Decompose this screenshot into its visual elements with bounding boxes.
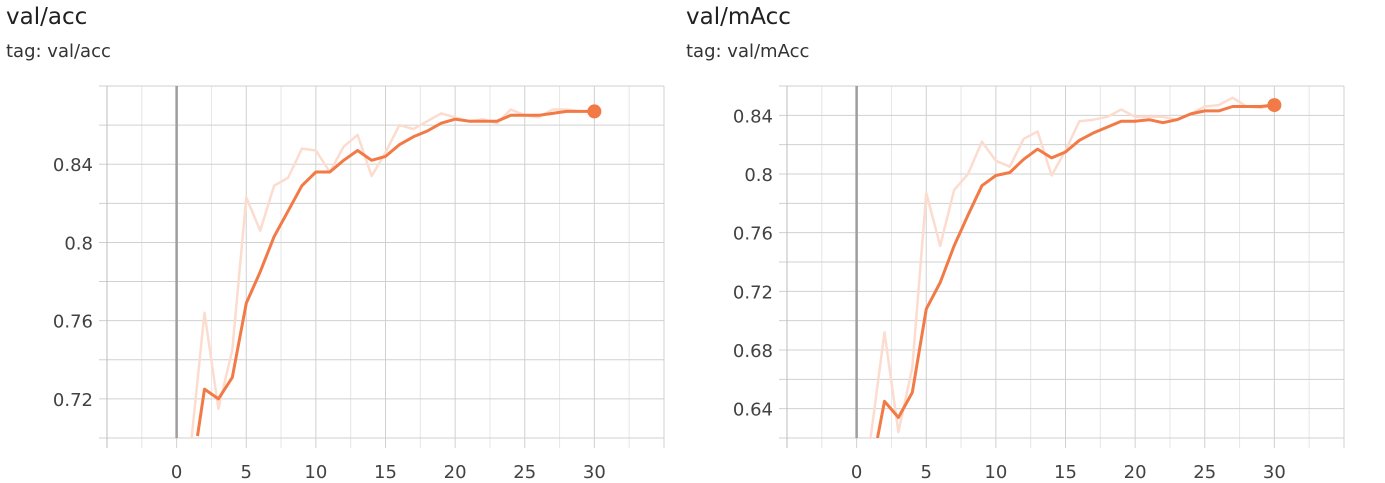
val-macc-plot: 0.64 0.68 0.72 0.76 0.8 0.84 0 5 10 15 20 25 30	[733, 85, 1345, 483]
chart-tag-label: tag: val/acc	[6, 41, 111, 62]
x-tick-label: 25	[513, 462, 536, 483]
x-tick-label: 5	[921, 462, 932, 483]
x-tick-label: 5	[241, 462, 252, 483]
y-tick-label: 0.72	[733, 282, 773, 303]
x-tick-label: 15	[1054, 462, 1077, 483]
x-tick-label: 0	[171, 462, 182, 483]
x-tick-label: 30	[583, 462, 606, 483]
y-tick-label: 0.68	[733, 341, 773, 362]
x-tick-label: 25	[1193, 462, 1216, 483]
chart-tag-label: tag: val/mAcc	[686, 41, 810, 62]
y-tick-label: 0.72	[53, 390, 93, 411]
y-tick-label: 0.76	[733, 224, 773, 245]
raw-series-line	[869, 96, 1275, 438]
x-tick-label: 15	[374, 462, 397, 483]
y-tick-label: 0.84	[733, 106, 773, 127]
y-tick-label: 0.84	[53, 155, 93, 176]
y-tick-label: 0.76	[53, 312, 93, 333]
last-point-marker[interactable]	[587, 104, 602, 119]
x-tick-label: 0	[851, 462, 862, 483]
chart-card-val-acc: val/acc tag: val/acc 0.72 0.76 0.8 0.84 0 5 10…	[0, 0, 680, 483]
x-tick-label: 10	[984, 462, 1007, 483]
smoothed-series-line	[876, 103, 1275, 438]
y-tick-label: 0.8	[744, 165, 773, 186]
y-tick-label: 0.64	[733, 400, 773, 421]
smoothed-series-line	[196, 109, 595, 437]
chart-card-val-macc: val/mAcc tag: val/mAcc 0.64 0.68 0.72 0.76 0…	[680, 0, 1360, 483]
x-tick-label: 20	[444, 462, 467, 483]
chart-title: val/mAcc	[686, 4, 791, 30]
val-acc-plot: 0.72 0.76 0.8 0.84 0 5 10 15 20 25 30	[53, 85, 665, 483]
last-point-marker[interactable]	[1267, 98, 1282, 113]
chart-title: val/acc	[6, 4, 88, 30]
x-tick-label: 20	[1124, 462, 1147, 483]
raw-series-line	[190, 108, 595, 438]
x-tick-label: 30	[1263, 462, 1286, 483]
x-tick-label: 10	[304, 462, 327, 483]
y-tick-label: 0.8	[64, 233, 93, 254]
